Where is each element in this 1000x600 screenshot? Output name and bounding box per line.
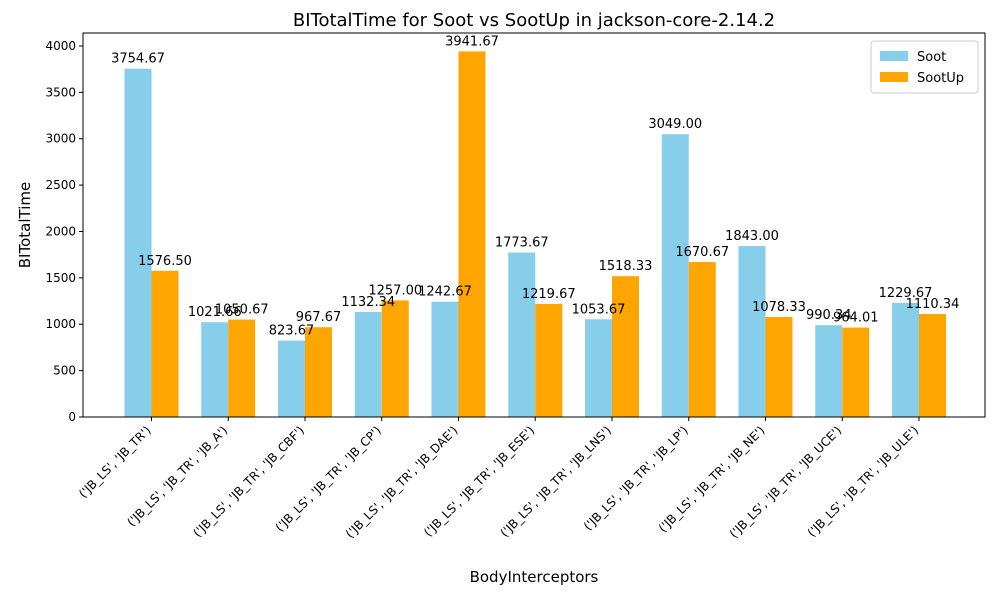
y-tick-label-1000: 1000 bbox=[45, 317, 76, 331]
data-label-sootup-4: 1257.00 bbox=[368, 283, 422, 298]
data-label-soot-7: 1053.67 bbox=[572, 302, 626, 317]
legend: Soot SootUp bbox=[870, 40, 979, 94]
y-axis-title: BITotalTime bbox=[16, 182, 34, 268]
legend-label-sootup: SootUp bbox=[917, 71, 964, 86]
bar-soot-2 bbox=[201, 322, 229, 417]
data-label-sootup-9: 1078.33 bbox=[752, 300, 806, 315]
bar-soot-9 bbox=[738, 246, 766, 417]
legend-swatch-sootup bbox=[880, 72, 908, 82]
bar-soot-4 bbox=[354, 311, 382, 417]
y-tick-label-2000: 2000 bbox=[45, 224, 76, 238]
y-tick-label-3500: 3500 bbox=[45, 85, 76, 99]
bar-sootup-11 bbox=[919, 314, 946, 417]
y-tick-label-1500: 1500 bbox=[45, 271, 76, 285]
bar-sootup-3 bbox=[305, 327, 332, 417]
bar-sootup-6 bbox=[535, 303, 563, 417]
data-label-sootup-10: 964.01 bbox=[833, 311, 879, 326]
data-label-soot-8: 3049.00 bbox=[648, 117, 702, 132]
data-label-sootup-1: 1576.50 bbox=[138, 254, 192, 269]
y-tick-label-2500: 2500 bbox=[45, 178, 76, 192]
data-label-soot-3: 823.67 bbox=[269, 324, 315, 339]
bar-sootup-2 bbox=[228, 319, 256, 417]
y-tick-label-500: 500 bbox=[53, 364, 76, 378]
legend-label-soot: Soot bbox=[917, 50, 946, 65]
bar-soot-3 bbox=[278, 340, 305, 417]
data-label-sootup-5: 3941.67 bbox=[445, 34, 499, 49]
legend-swatch-soot bbox=[880, 51, 908, 61]
data-label-soot-5: 1242.67 bbox=[418, 285, 472, 300]
y-tick-label-4000: 4000 bbox=[45, 39, 76, 53]
bar-sootup-8 bbox=[688, 262, 716, 417]
data-labels-layer: 3754.67 1021.66 823.67 1132.34 1242.67 1773.6… bbox=[111, 34, 959, 338]
bar-soot-8 bbox=[661, 134, 689, 417]
data-label-soot-2: 1021.66 bbox=[188, 305, 242, 320]
data-label-soot-10: 990.34 bbox=[806, 308, 852, 323]
data-label-sootup-6: 1219.67 bbox=[522, 287, 576, 302]
bar-sootup-5 bbox=[458, 51, 486, 418]
bar-soot-11 bbox=[892, 302, 919, 417]
data-label-soot-6: 1773.67 bbox=[495, 235, 549, 250]
bar-soot-1 bbox=[124, 68, 152, 417]
bar-soot-6 bbox=[508, 252, 536, 417]
data-label-sootup-3: 967.67 bbox=[296, 310, 342, 325]
data-label-sootup-8: 1670.67 bbox=[675, 245, 729, 260]
data-label-sootup-7: 1518.33 bbox=[599, 259, 653, 274]
data-label-soot-9: 1843.00 bbox=[725, 229, 779, 244]
data-label-soot-4: 1132.34 bbox=[341, 295, 395, 310]
bars-layer bbox=[124, 51, 946, 418]
bar-sootup-4 bbox=[381, 300, 409, 417]
bar-soot-10 bbox=[815, 325, 843, 417]
bar-soot-5 bbox=[431, 301, 459, 417]
chart-title: BITotalTime for Soot vs SootUp in jackso… bbox=[293, 10, 775, 31]
bar-sootup-10 bbox=[842, 327, 870, 417]
bar-sootup-1 bbox=[151, 270, 179, 417]
data-label-soot-11: 1229.67 bbox=[879, 286, 933, 301]
plot-frame bbox=[82, 32, 986, 418]
data-label-sootup-11: 1110.34 bbox=[906, 297, 960, 312]
bar-sootup-9 bbox=[765, 316, 793, 417]
data-label-sootup-2: 1050.67 bbox=[215, 303, 269, 318]
bar-sootup-7 bbox=[612, 276, 639, 417]
x-axis-title: BodyInterceptors bbox=[470, 568, 599, 586]
data-label-soot-1: 3754.67 bbox=[111, 52, 165, 67]
y-tick-label-3000: 3000 bbox=[45, 132, 76, 146]
y-tick-label-0: 0 bbox=[68, 410, 76, 424]
bar-soot-7 bbox=[585, 319, 612, 417]
